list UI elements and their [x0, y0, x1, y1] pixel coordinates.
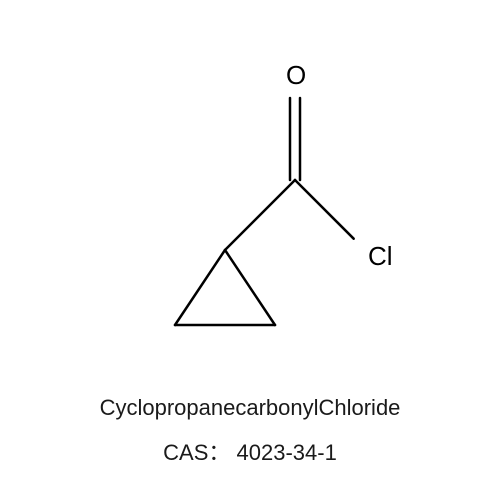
cas-line: CAS： 4023-34-1 [0, 435, 500, 467]
compound-name-text: CyclopropanecarbonylChloride [100, 395, 401, 420]
cas-number: 4023-34-1 [237, 440, 337, 465]
cas-label: CAS： [163, 440, 230, 465]
compound-name: CyclopropanecarbonylChloride [0, 395, 500, 421]
svg-text:Cl: Cl [368, 241, 393, 271]
svg-text:O: O [286, 60, 306, 90]
chemical-diagram-card: O Cl CyclopropanecarbonylChloride CAS： 40… [0, 0, 500, 500]
molecule-structure: O Cl [100, 50, 400, 335]
molecule-svg: O Cl [100, 50, 400, 330]
